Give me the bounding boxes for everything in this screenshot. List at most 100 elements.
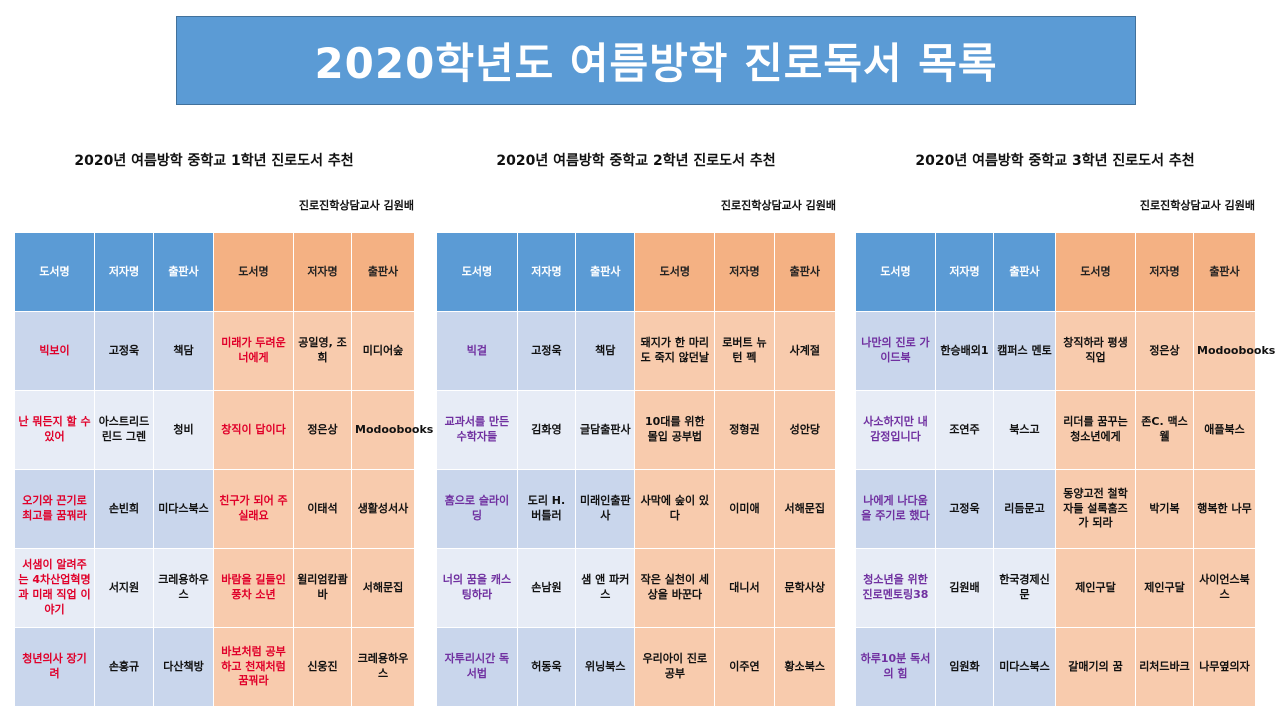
book-author: 이주연 [714, 627, 775, 707]
book-title: 오기와 끈기로 최고를 꿈꿔라 [14, 469, 95, 549]
table-row: 빅보이 고정욱 책담 미래가 두려운 너에게 공일영, 조희 미디어숲 [14, 311, 415, 391]
book-publisher: 황소북스 [773, 627, 837, 707]
table-row: 서샘이 알려주는 4차산업혁명과 미래 직업 이야기 서지원 크레용하우스 바람… [14, 548, 415, 628]
book-publisher: 책담 [153, 311, 214, 391]
book-title: 나만의 진로 가이드북 [855, 311, 936, 391]
book-author: 제인구달 [1135, 548, 1194, 628]
book-author: 김화영 [516, 390, 577, 470]
book-author: 대니서 [714, 548, 775, 628]
book-title: 빅걸 [436, 311, 518, 391]
book-author: 아스트리드 린드 그렌 [94, 390, 154, 470]
book-publisher: 미래인출판사 [575, 469, 636, 549]
book-publisher: 위닝북스 [575, 627, 636, 707]
book-publisher: 글담출판사 [575, 390, 636, 470]
book-publisher: 캠퍼스 멘토 [993, 311, 1056, 391]
book-title: 청년의사 장기려 [14, 627, 95, 707]
book-author: 손홍규 [94, 627, 154, 707]
header-publisher: 출판사 [1193, 232, 1256, 312]
book-publisher: 크레용하우스 [153, 548, 214, 628]
header-author: 저자명 [94, 232, 154, 312]
book-title: 바람을 길들인 풍차 소년 [213, 548, 294, 628]
book-publisher: 미디어숲 [351, 311, 415, 391]
header-publisher: 출판사 [351, 232, 415, 312]
book-publisher: Modoobooks [1193, 311, 1275, 391]
book-title: 청소년을 위한 진로멘토링38 [855, 548, 936, 628]
book-title: 친구가 되어 주실래요 [213, 469, 294, 549]
book-author: 윌리엄캄쾀바 [293, 548, 352, 628]
table-row: 나에게 나다움을 주기로 했다 고정욱 리듬문고 동양고전 철학자들 설록홈즈가… [855, 469, 1256, 549]
book-publisher: 문학사상 [773, 548, 837, 628]
book-publisher: 사계절 [773, 311, 837, 391]
teacher-name: 진로진학상담교사 김원배 [720, 199, 836, 212]
book-title: 교과서를 만든 수학자들 [436, 390, 518, 470]
book-author: 도리 H. 버틀러 [516, 469, 577, 549]
book-title: 갈매기의 꿈 [1055, 627, 1136, 707]
book-title: 사막에 숲이 있다 [634, 469, 716, 549]
table-row: 하루10분 독서의 힘 임원화 미다스북스 갈매기의 꿈 리처드바크 나무옆의자 [855, 627, 1256, 707]
book-author: 로버트 뉴턴 펙 [714, 311, 775, 391]
book-publisher: Modoobooks [351, 390, 433, 470]
table-row: 나만의 진로 가이드북 한승배외1 캠퍼스 멘토 창직하라 평생직업 정은상 M… [855, 311, 1275, 391]
book-publisher: 크레용하우스 [351, 627, 415, 707]
table-row: 교과서를 만든 수학자들 김화영 글담출판사 10대를 위한 몰입 공부법 정형… [436, 390, 837, 470]
table-row: 사소하지만 내 감정입니다 조연주 북스고 리더를 꿈꾸는 청소년에게 존C. … [855, 390, 1256, 470]
book-title: 자투리시간 독서법 [436, 627, 518, 707]
book-author: 공일영, 조희 [293, 311, 352, 391]
book-author: 존C. 맥스웰 [1135, 390, 1194, 470]
book-publisher: 청비 [153, 390, 214, 470]
header-title: 도서명 [634, 232, 716, 312]
table-row: 너의 꿈을 캐스팅하라 손남원 샘 앤 파커스 작은 실천이 세상을 바꾼다 대… [436, 548, 837, 628]
book-publisher: 리듬문고 [993, 469, 1056, 549]
header-author: 저자명 [1135, 232, 1194, 312]
book-title: 리더를 꿈꾸는 청소년에게 [1055, 390, 1136, 470]
book-publisher: 사이언스북스 [1193, 548, 1256, 628]
book-title: 서샘이 알려주는 4차산업혁명과 미래 직업 이야기 [14, 548, 95, 628]
book-author: 조연주 [935, 390, 994, 470]
book-author: 고정욱 [94, 311, 154, 391]
book-author: 이태석 [293, 469, 352, 549]
book-publisher: 행복한 나무 [1193, 469, 1256, 549]
book-title: 동양고전 철학자들 설록홈즈가 되라 [1055, 469, 1136, 549]
book-title: 나에게 나다움을 주기로 했다 [855, 469, 936, 549]
header-author: 저자명 [293, 232, 352, 312]
book-title: 작은 실천이 세상을 바꾼다 [634, 548, 716, 628]
table-header-row: 도서명 저자명 출판사 도서명 저자명 출판사 [436, 232, 837, 312]
book-author: 정은상 [293, 390, 352, 470]
book-title: 난 뭐든지 할 수 있어 [14, 390, 95, 470]
page-title: 2020학년도 여름방학 진로독서 목록 [314, 39, 998, 88]
header-title: 도서명 [1055, 232, 1136, 312]
book-publisher: 다산책방 [153, 627, 214, 707]
book-publisher: 책담 [575, 311, 636, 391]
panel-title: 2020년 여름방학 중학교 3학년 진로도서 추천 [915, 153, 1195, 169]
book-author: 정형권 [714, 390, 775, 470]
book-title: 10대를 위한 몰입 공부법 [634, 390, 716, 470]
book-author: 김원배 [935, 548, 994, 628]
book-author: 박기복 [1135, 469, 1194, 549]
header-title: 도서명 [14, 232, 95, 312]
book-author: 서지원 [94, 548, 154, 628]
table-header-row: 도서명 저자명 출판사 도서명 저자명 출판사 [14, 232, 415, 312]
header-author: 저자명 [516, 232, 577, 312]
teacher-name: 진로진학상담교사 김원배 [298, 199, 414, 212]
panel-title: 2020년 여름방학 중학교 2학년 진로도서 추천 [496, 153, 776, 169]
header-title: 도서명 [436, 232, 518, 312]
book-publisher: 서해문집 [351, 548, 415, 628]
book-publisher: 샘 앤 파커스 [575, 548, 636, 628]
book-publisher: 생활성서사 [351, 469, 415, 549]
table-row: 오기와 끈기로 최고를 꿈꿔라 손빈희 미다스북스 친구가 되어 주실래요 이태… [14, 469, 415, 549]
table-row: 자투리시간 독서법 허동욱 위닝북스 우리아이 진로공부 이주연 황소북스 [436, 627, 837, 707]
book-author: 고정욱 [516, 311, 577, 391]
book-title: 바보처럼 공부하고 천재처럼 꿈꿔라 [213, 627, 294, 707]
book-author: 손빈희 [94, 469, 154, 549]
header-title: 도서명 [855, 232, 936, 312]
book-title: 제인구달 [1055, 548, 1136, 628]
book-title: 창직하라 평생직업 [1055, 311, 1136, 391]
book-title: 미래가 두려운 너에게 [213, 311, 294, 391]
book-author: 한승배외1 [935, 311, 994, 391]
book-author: 임원화 [935, 627, 994, 707]
book-title: 창직이 답이다 [213, 390, 294, 470]
book-publisher: 서해문집 [773, 469, 837, 549]
header-author: 저자명 [714, 232, 775, 312]
table-row: 청소년을 위한 진로멘토링38 김원배 한국경제신문 제인구달 제인구달 사이언… [855, 548, 1256, 628]
table-header-row: 도서명 저자명 출판사 도서명 저자명 출판사 [855, 232, 1256, 312]
